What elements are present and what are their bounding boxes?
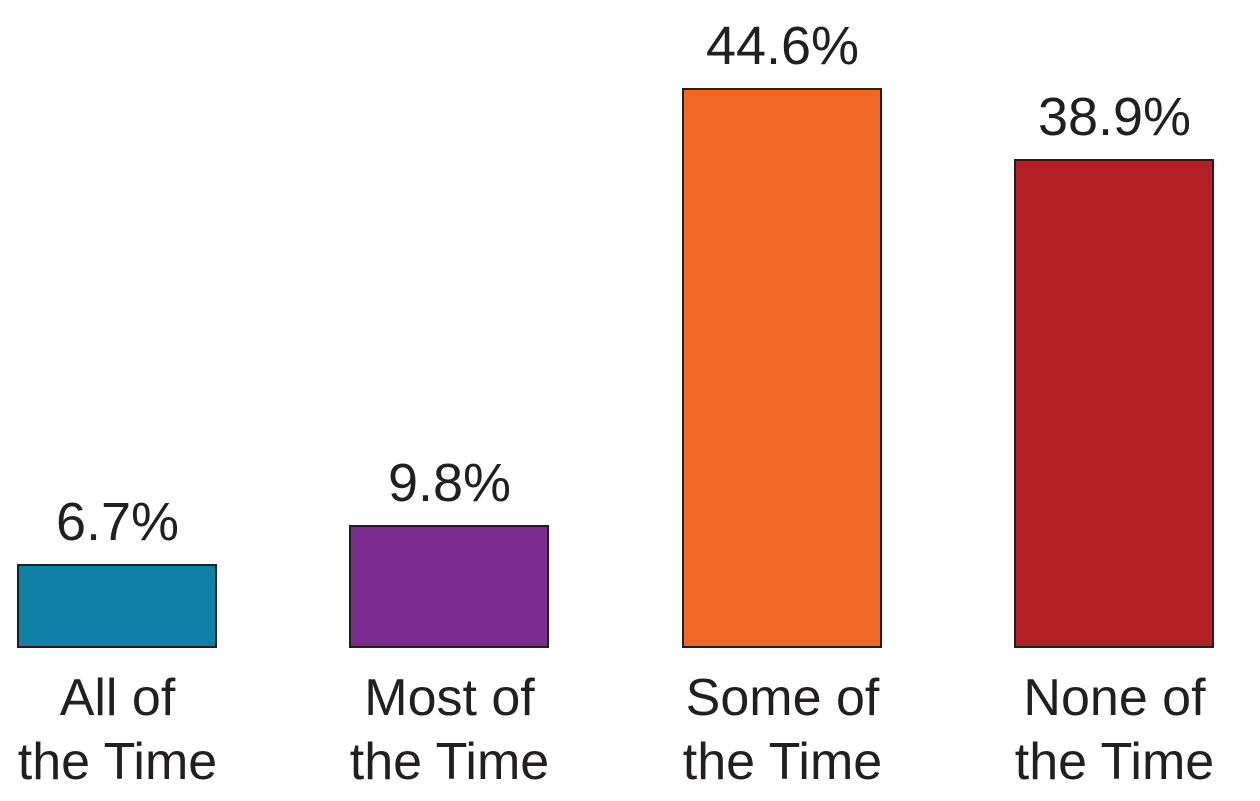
bar-group-most-of-the-time: 9.8% Most of the Time bbox=[283, 0, 616, 801]
bar-value-label: 38.9% bbox=[1037, 87, 1192, 147]
category-label-line1: All of bbox=[59, 669, 176, 727]
category-label-line2: the Time bbox=[682, 733, 883, 791]
category-label-line2: the Time bbox=[1014, 733, 1215, 791]
bar-value-label: 9.8% bbox=[387, 453, 512, 513]
bar-value-label: 44.6% bbox=[705, 16, 860, 76]
bar-most-of-the-time bbox=[349, 525, 549, 648]
category-label-most-of-the-time: Most of the Time bbox=[283, 666, 616, 794]
bar-group-all-of-the-time: 6.7% All of the Time bbox=[0, 0, 284, 801]
bar-none-of-the-time bbox=[1014, 159, 1214, 648]
bar-group-some-of-the-time: 44.6% Some of the Time bbox=[616, 0, 949, 801]
category-label-all-of-the-time: All of the Time bbox=[0, 666, 284, 794]
category-label-line2: the Time bbox=[17, 733, 218, 791]
category-label-line1: Some of bbox=[685, 669, 880, 727]
category-label-line1: Most of bbox=[364, 669, 535, 727]
category-label-none-of-the-time: None of the Time bbox=[948, 666, 1260, 794]
bar-group-none-of-the-time: 38.9% None of the Time bbox=[948, 0, 1260, 801]
bar-value-label: 6.7% bbox=[55, 492, 180, 552]
category-label-line1: None of bbox=[1023, 669, 1206, 727]
bar-some-of-the-time bbox=[682, 88, 882, 648]
category-label-line2: the Time bbox=[349, 733, 550, 791]
bar-all-of-the-time bbox=[17, 564, 217, 648]
category-label-some-of-the-time: Some of the Time bbox=[616, 666, 949, 794]
